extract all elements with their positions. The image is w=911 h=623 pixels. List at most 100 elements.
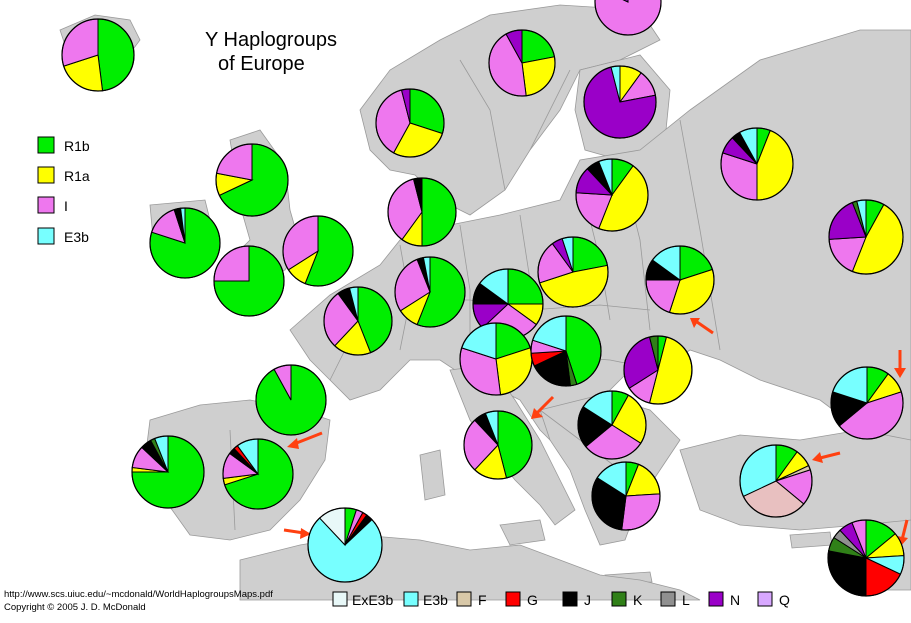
pie-outline	[149, 207, 221, 279]
land-sardinia	[419, 449, 446, 501]
copyright-text: Copyright © 2005 J. D. McDonald	[4, 602, 146, 613]
pie-chart	[645, 245, 715, 315]
red-arrow	[894, 350, 906, 378]
legend-label-i: I	[64, 198, 68, 214]
pie-chart	[255, 364, 327, 436]
pie-outline	[583, 65, 657, 139]
pie-chart	[394, 256, 466, 328]
legend-swatch-i	[37, 196, 55, 214]
pie-outline	[645, 245, 715, 315]
pie-chart	[575, 158, 649, 232]
pie-chart	[828, 199, 904, 275]
title-line-2: of Europe	[218, 53, 305, 75]
pie-outline	[131, 435, 205, 509]
red-arrow	[283, 528, 311, 539]
pie-slice-n	[622, 0, 629, 3]
pie-outline	[375, 88, 445, 158]
legend-label-r1a: R1a	[64, 168, 90, 184]
pie-outline	[61, 18, 135, 92]
pie-chart	[459, 322, 533, 396]
pie-chart	[739, 444, 813, 518]
border-line	[679, 119, 721, 351]
pie-chart	[375, 88, 445, 158]
border-line	[459, 59, 506, 191]
legend-swatch-r1b	[37, 136, 55, 154]
pie-outline	[828, 199, 904, 275]
pie-outline	[739, 444, 813, 518]
source-url[interactable]: http://www.scs.uiuc.edu/~mcdonald/WorldH…	[4, 589, 273, 600]
legend-bottom: ExE3b E3b F G J K L N Q	[332, 591, 790, 608]
legend-label-g: G	[527, 592, 538, 608]
pie-chart	[537, 236, 609, 308]
pie-chart	[827, 519, 905, 597]
legend-label-f: F	[478, 592, 487, 608]
pie-chart	[623, 335, 693, 405]
pie-chart	[530, 315, 602, 387]
map-title: Y Haplogroups of Europe	[205, 29, 337, 75]
red-arrow	[812, 451, 841, 463]
pie-outline	[575, 158, 649, 232]
red-arrow	[287, 431, 323, 449]
legend-swatch-exe3b	[332, 591, 348, 607]
credits: http://www.scs.uiuc.edu/~mcdonald/WorldH…	[4, 589, 273, 613]
legend-label-e3b: E3b	[64, 229, 89, 245]
pie-chart	[282, 215, 354, 287]
pie-outline	[594, 0, 662, 36]
pie-outline	[215, 143, 289, 217]
pie-chart	[131, 435, 205, 509]
pie-chart	[215, 143, 289, 217]
legend-label-k: K	[633, 592, 643, 608]
legend-swatch-f	[456, 591, 472, 607]
legend-label-r1b: R1b	[64, 138, 90, 154]
legend-label-j: J	[584, 592, 591, 608]
pie-chart	[583, 65, 657, 139]
pie-outline	[213, 245, 285, 317]
pie-outline	[577, 390, 647, 460]
legend-swatch-j	[562, 591, 578, 607]
pie-chart	[577, 390, 647, 460]
legend-label-e3b-bottom: E3b	[423, 592, 448, 608]
pie-outline	[830, 366, 904, 440]
pie-chart	[222, 438, 294, 510]
pie-outline	[282, 215, 354, 287]
border-line	[529, 69, 571, 151]
pie-chart	[463, 410, 533, 480]
red-arrow	[531, 395, 555, 419]
pie-chart	[213, 245, 285, 317]
pie-outline	[488, 29, 556, 97]
pie-outline	[307, 507, 383, 583]
legend-swatch-l	[660, 591, 676, 607]
legend-main: R1b R1a I E3b	[37, 136, 90, 245]
pie-chart	[830, 366, 904, 440]
pie-outline	[537, 236, 609, 308]
legend-swatch-q	[757, 591, 773, 607]
legend-label-q: Q	[779, 592, 790, 608]
pie-chart	[323, 286, 393, 356]
pie-chart	[387, 177, 457, 247]
pie-outline	[591, 461, 661, 531]
pie-outline	[623, 335, 693, 405]
pie-chart	[594, 0, 662, 36]
red-arrow	[690, 318, 714, 335]
pie-slice-i	[216, 143, 253, 181]
pie-outline	[530, 315, 602, 387]
land-cyprus	[789, 531, 833, 549]
title-line-1: Y Haplogroups	[205, 29, 337, 51]
pie-outline	[255, 364, 327, 436]
pie-chart	[488, 29, 556, 97]
pie-chart	[307, 507, 383, 583]
pie-outline	[323, 286, 393, 356]
pie-outline	[827, 519, 905, 597]
pie-chart	[720, 127, 794, 201]
legend-swatch-n	[708, 591, 724, 607]
pie-outline	[720, 127, 794, 201]
legend-swatch-e3b-bottom	[403, 591, 419, 607]
pie-chart	[149, 207, 221, 279]
legend-label-exe3b: ExE3b	[352, 592, 393, 608]
land-sicily	[499, 519, 546, 546]
pie-outline	[222, 438, 294, 510]
pie-slice-j	[827, 550, 867, 597]
pie-layer	[61, 0, 905, 597]
